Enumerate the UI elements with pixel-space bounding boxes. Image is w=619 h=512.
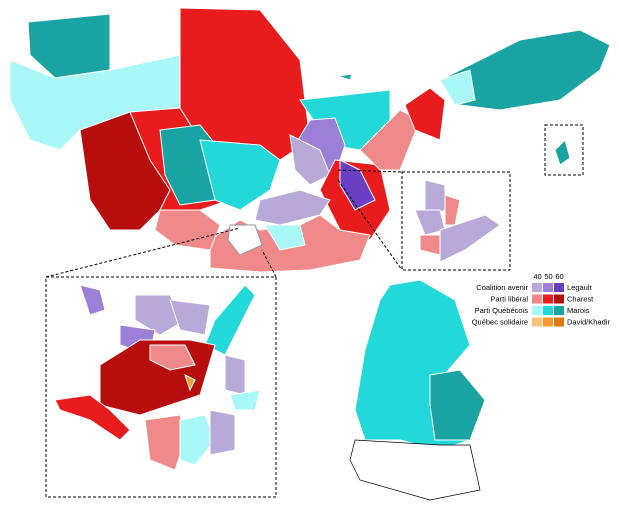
- legend-swatch: [554, 283, 564, 292]
- legend-party: Parti Québécois: [475, 306, 529, 315]
- legend-threshold: 50: [544, 272, 552, 281]
- legend-swatch: [532, 306, 542, 315]
- legend-swatch: [543, 306, 553, 315]
- legend-swatch: [554, 306, 564, 315]
- legend-swatch: [532, 283, 542, 292]
- legend-party: Québec solidaire: [472, 317, 528, 326]
- legend-threshold: 60: [555, 272, 563, 281]
- legend-swatch: [532, 294, 542, 304]
- legend-swatch: [543, 317, 553, 327]
- legend-swatch: [543, 283, 553, 292]
- legend-leader: Charest: [567, 294, 594, 303]
- legend-party: Parti libéral: [490, 294, 528, 303]
- legend-swatch: [554, 294, 564, 304]
- legend-leader: Legault: [567, 283, 593, 292]
- legend: 40 50 60 Coalition avenir Legault Parti libér…: [472, 272, 610, 327]
- legend-swatch: [543, 294, 553, 304]
- legend-leader: David/Khadir: [567, 317, 610, 326]
- inset-province: [349, 279, 486, 501]
- main-map: [9, 7, 611, 273]
- legend-swatch: [554, 317, 564, 327]
- inset-montreal: [45, 227, 277, 498]
- legend-swatch: [532, 317, 542, 327]
- inset-quebec-city: [337, 169, 511, 271]
- legend-party: Coalition avenir: [476, 283, 528, 292]
- legend-threshold: 40: [533, 272, 541, 281]
- legend-leader: Marois: [567, 306, 590, 315]
